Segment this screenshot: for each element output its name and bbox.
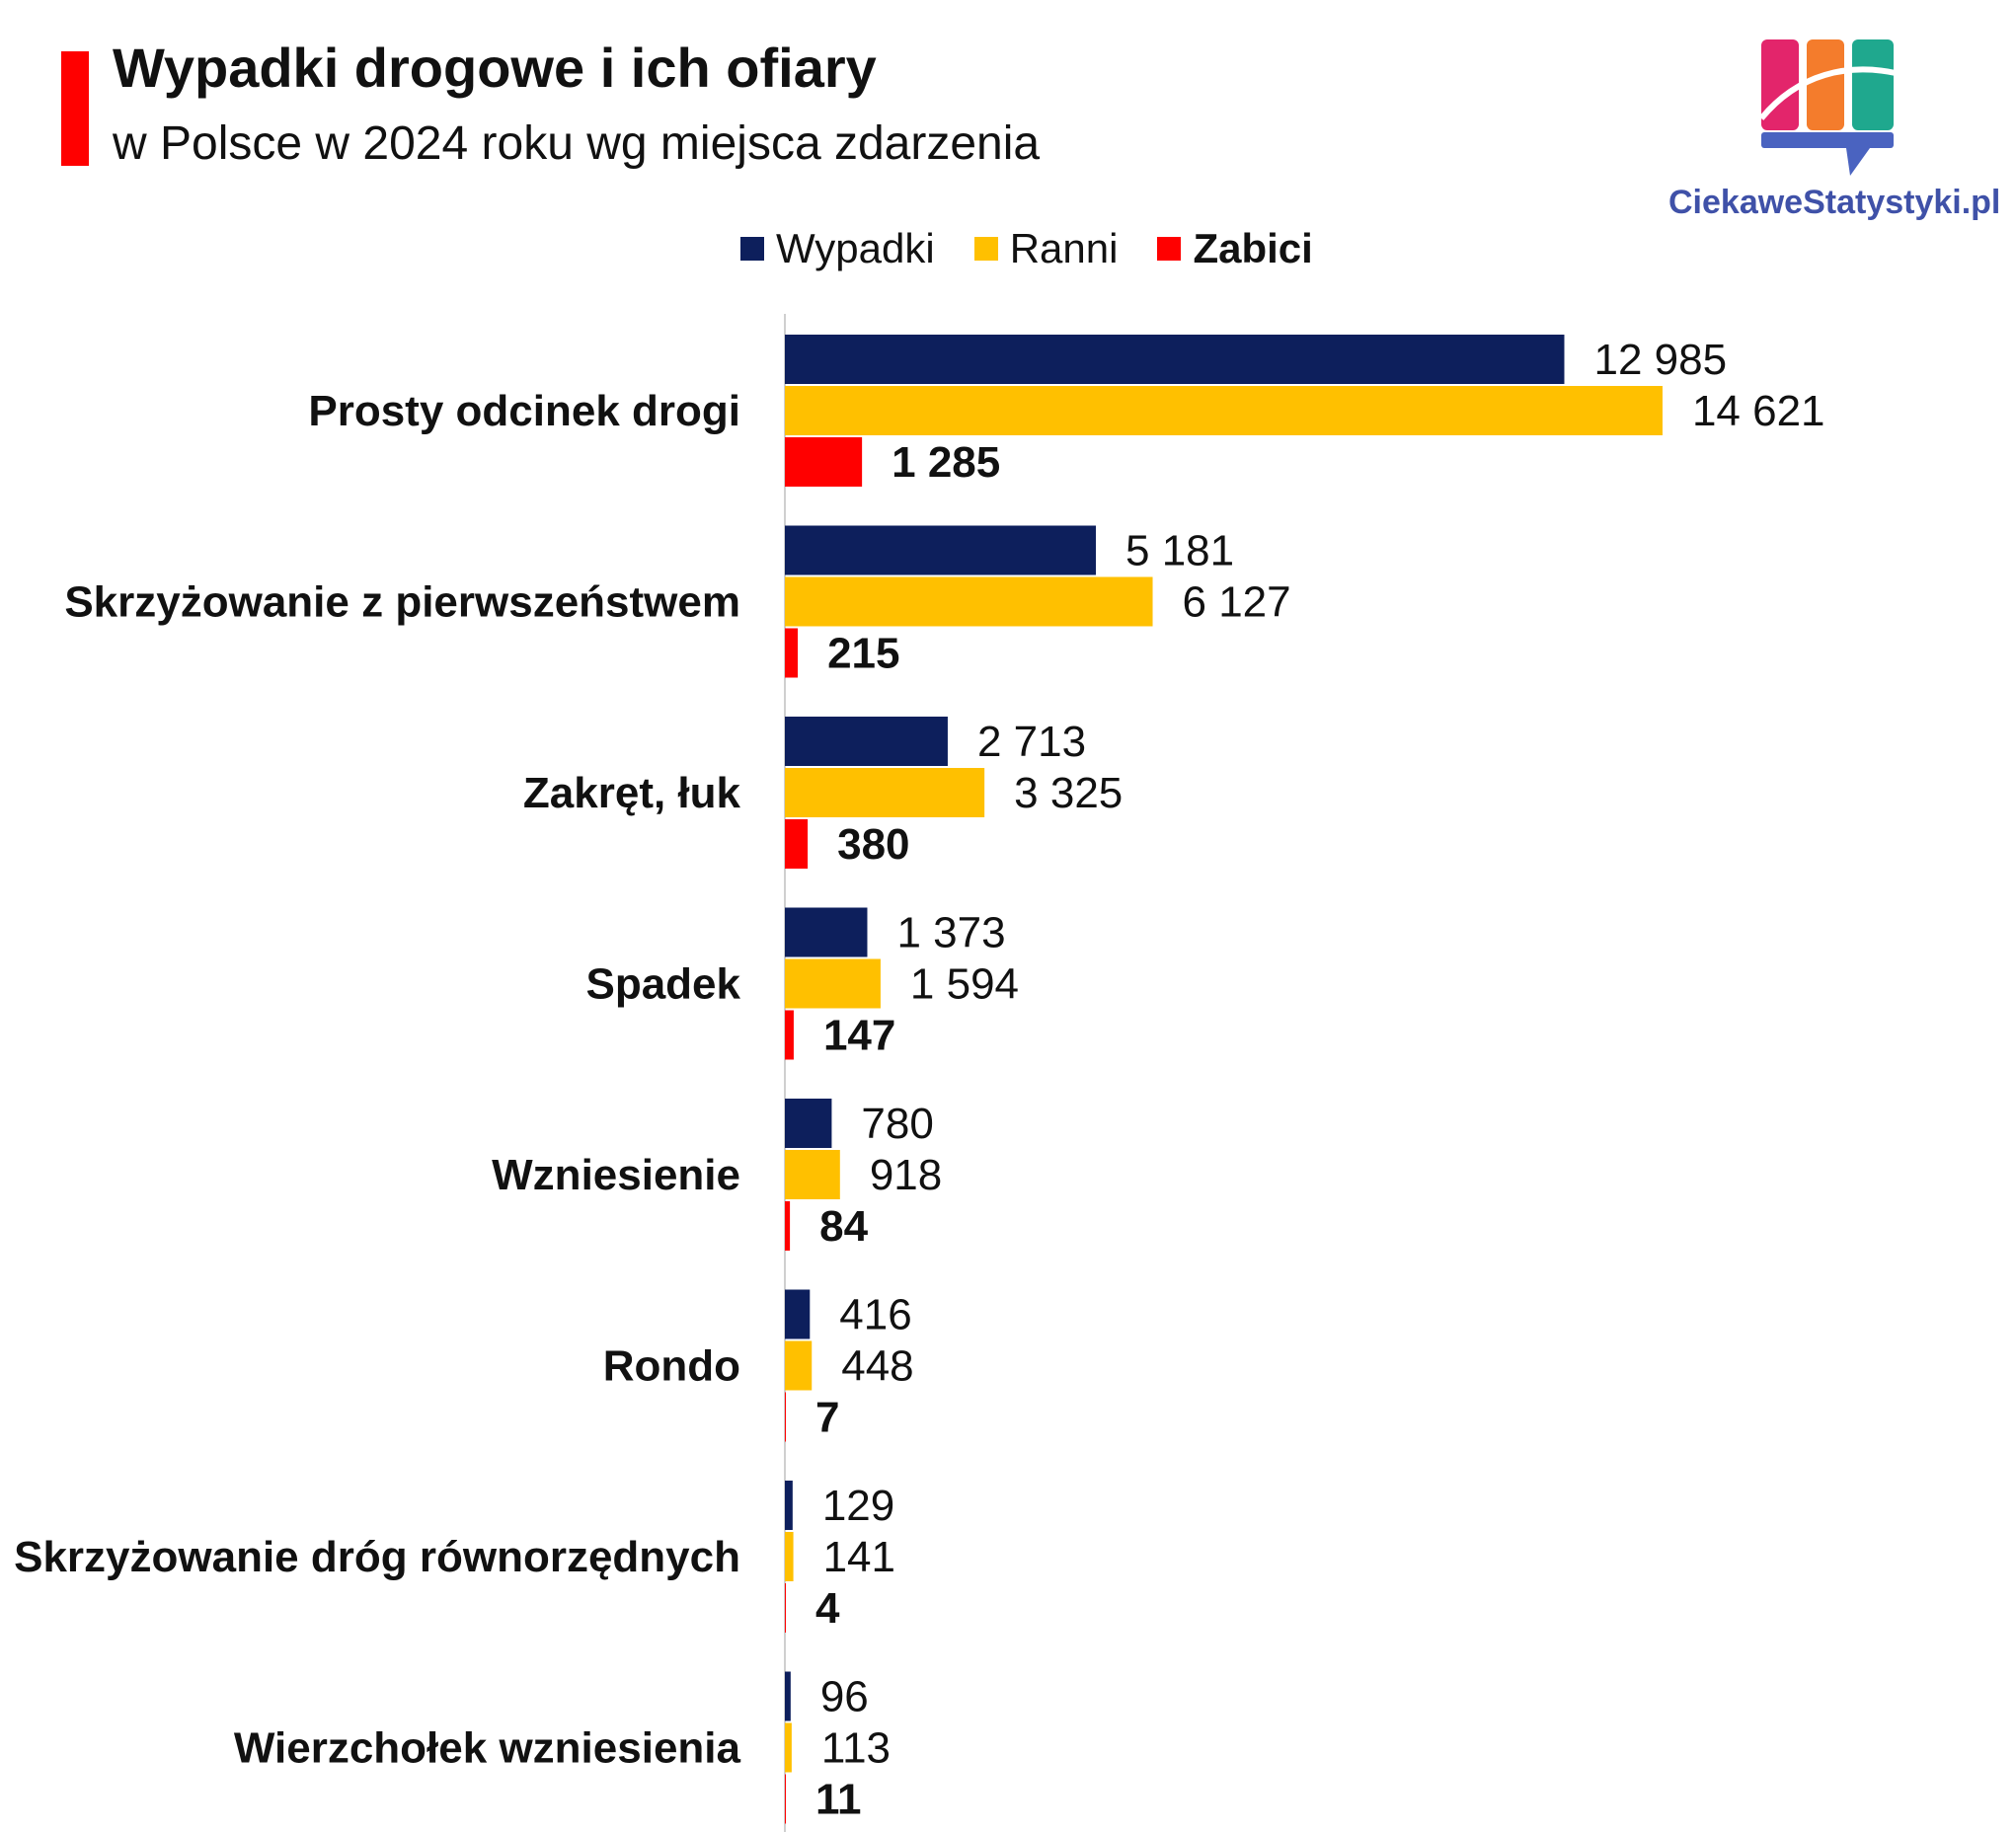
bar-zabici: [785, 1010, 794, 1060]
bar-zabici: [785, 819, 809, 869]
data-label-zabici: 1 285: [892, 438, 1000, 487]
bar-zabici: [785, 1201, 791, 1251]
bar-zabici: [785, 1392, 786, 1442]
data-label-wypadki: 416: [839, 1291, 911, 1339]
category-label: Zakręt, łuk: [523, 769, 741, 817]
data-label-ranni: 1 594: [910, 960, 1019, 1009]
category-label: Skrzyżowanie z pierwszeństwem: [64, 578, 740, 627]
data-label-wypadki: 5 181: [1125, 527, 1234, 575]
legend-swatch-zabici: [1157, 237, 1182, 261]
data-label-ranni: 141: [823, 1533, 895, 1581]
bar-wypadki: [785, 1099, 832, 1148]
bar-ranni: [785, 1150, 840, 1199]
legend-swatch-wypadki: [740, 237, 764, 261]
category-label: Wierzchołek wzniesienia: [234, 1724, 741, 1773]
bar-zabici: [785, 1774, 786, 1824]
bar-wypadki: [785, 1289, 811, 1339]
bar-wypadki: [785, 335, 1565, 384]
brand-name: CiekaweStatystyki.pl: [1668, 184, 2001, 221]
data-label-ranni: 918: [870, 1151, 942, 1199]
bar-wypadki: [785, 717, 948, 766]
bar-ranni: [785, 1722, 792, 1773]
legend-label-ranni: Ranni: [1009, 225, 1119, 271]
bar-zabici: [785, 628, 799, 678]
legend-item-ranni: Ranni: [973, 225, 1119, 272]
bar-ranni: [785, 386, 1663, 435]
data-label-zabici: 7: [815, 1394, 839, 1442]
data-label-wypadki: 1 373: [896, 909, 1005, 957]
bar-wypadki: [785, 525, 1097, 575]
data-label-zabici: 215: [827, 630, 899, 678]
chart-title: Wypadki drogowe i ich ofiary: [113, 37, 877, 99]
chart-legend: Wypadki Ranni Zabici: [740, 225, 1353, 272]
data-label-wypadki: 129: [822, 1482, 894, 1530]
data-label-ranni: 448: [841, 1342, 913, 1391]
bar-wypadki: [785, 1481, 793, 1530]
data-label-wypadki: 96: [820, 1673, 869, 1721]
data-label-zabici: 380: [837, 820, 909, 869]
legend-label-zabici: Zabici: [1193, 225, 1313, 271]
bar-ranni: [785, 1532, 794, 1581]
bar-wypadki: [785, 907, 868, 957]
bar-ranni: [785, 768, 985, 817]
legend-swatch-ranni: [973, 237, 998, 261]
category-label: Prosty odcinek drogi: [308, 387, 740, 435]
legend-item-wypadki: Wypadki: [740, 225, 935, 272]
data-label-ranni: 6 127: [1183, 578, 1291, 627]
data-label-wypadki: 12 985: [1593, 336, 1727, 384]
data-label-zabici: 147: [823, 1012, 895, 1060]
data-label-zabici: 11: [815, 1776, 862, 1824]
bar-zabici: [785, 437, 863, 487]
legend-label-wypadki: Wypadki: [776, 225, 935, 271]
category-label: Wzniesienie: [492, 1151, 740, 1199]
bar-ranni: [785, 1340, 813, 1391]
legend-item-zabici: Zabici: [1157, 225, 1313, 272]
data-label-ranni: 14 621: [1692, 387, 1825, 435]
category-label: Rondo: [603, 1342, 740, 1391]
category-label: Skrzyżowanie dróg równorzędnych: [14, 1533, 740, 1581]
data-label-zabici: 4: [815, 1584, 840, 1633]
data-label-wypadki: 2 713: [977, 718, 1086, 766]
category-label: Spadek: [585, 960, 740, 1009]
bar-wypadki: [785, 1671, 791, 1721]
bar-zabici: [785, 1583, 786, 1633]
chart-subtitle: w Polsce w 2024 roku wg miejsca zdarzeni…: [113, 117, 1041, 170]
title-accent-bar: [61, 51, 89, 166]
data-label-ranni: 3 325: [1014, 769, 1123, 817]
data-label-wypadki: 780: [861, 1100, 933, 1148]
bar-chart-speech-bubble-logo-icon: [1758, 34, 1898, 187]
bar-ranni: [785, 576, 1153, 627]
data-label-zabici: 84: [819, 1202, 868, 1251]
data-label-ranni: 113: [821, 1724, 891, 1773]
bar-ranni: [785, 958, 881, 1009]
